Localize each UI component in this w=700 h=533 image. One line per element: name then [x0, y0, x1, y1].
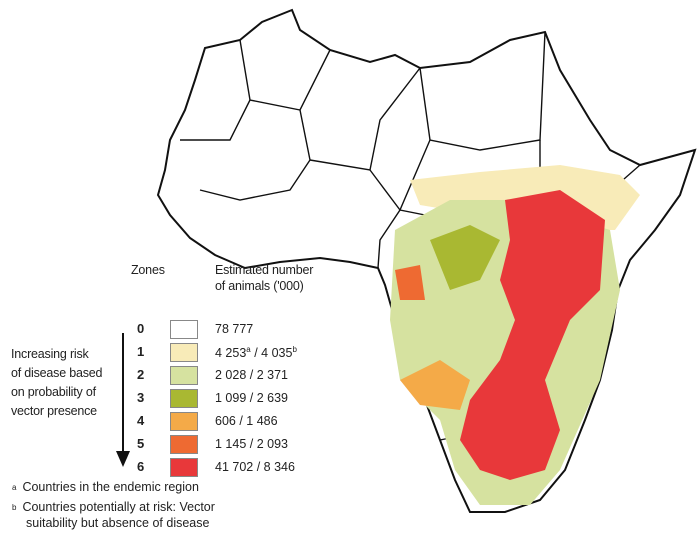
footnote-a: a Countries in the endemic region	[12, 480, 199, 494]
footnote-b-cont: suitability but absence of disease	[26, 516, 210, 530]
zone-number: 5	[137, 436, 145, 451]
risk-label-1: Increasing risk	[11, 347, 89, 361]
zone-value: 41 702 / 8 346	[215, 460, 295, 474]
zone-swatch	[170, 435, 198, 454]
zone-number: 4	[137, 413, 145, 428]
zone-value: 78 777	[215, 322, 254, 336]
estimate-header-2: of animals ('000)	[215, 279, 304, 293]
zone-number: 2	[137, 367, 145, 382]
footnote-b: b Countries potentially at risk: Vector	[12, 500, 215, 514]
risk-label-4: vector presence	[11, 404, 97, 418]
zone-value: 1 099 / 2 639	[215, 391, 288, 405]
zone-3-area	[430, 225, 500, 290]
estimate-header-1: Estimated number	[215, 263, 314, 277]
risk-label-2: of disease based	[11, 366, 103, 380]
risk-zones	[390, 165, 640, 505]
zone-6-area	[460, 190, 605, 480]
zone-swatch	[170, 389, 198, 408]
zone-swatch	[170, 412, 198, 431]
zone-value: 4 253a / 4 035b	[215, 345, 297, 361]
zone-swatch	[170, 320, 198, 339]
arrow-down-icon	[116, 333, 130, 467]
zone-4-area	[400, 360, 470, 410]
zone-value: 2 028 / 2 371	[215, 368, 288, 382]
zone-swatch	[170, 458, 198, 477]
zone-number: 6	[137, 459, 145, 474]
zone-value: 606 / 1 486	[215, 414, 278, 428]
zone-number: 3	[137, 390, 145, 405]
zone-5-area	[395, 265, 425, 300]
zone-swatch	[170, 343, 198, 362]
zone-swatch	[170, 366, 198, 385]
zone-value: 1 145 / 2 093	[215, 437, 288, 451]
risk-label-3: on probability of	[11, 385, 96, 399]
zone-number: 1	[137, 344, 145, 359]
zones-header: Zones	[131, 263, 165, 277]
zone-number: 0	[137, 321, 145, 336]
